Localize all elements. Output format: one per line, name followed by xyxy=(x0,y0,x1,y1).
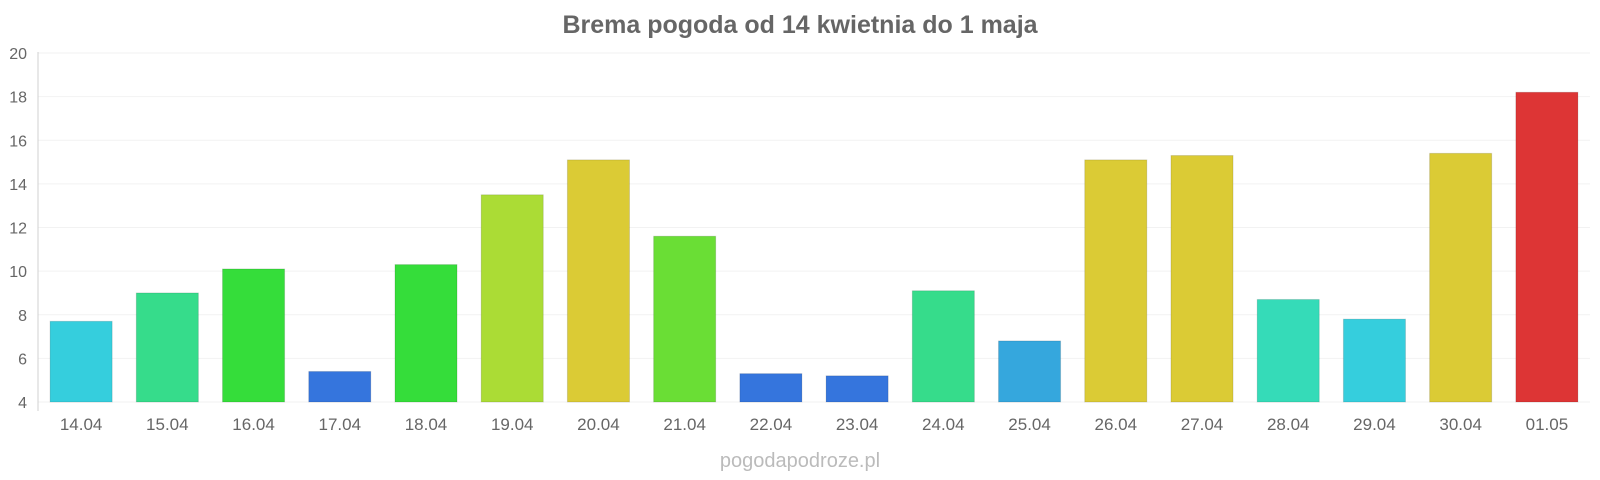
x-tick-label: 29.04 xyxy=(1353,415,1396,434)
y-tick-label: 10 xyxy=(9,264,27,281)
x-tick-label: 21.04 xyxy=(663,415,706,434)
x-tick-label: 24.04 xyxy=(922,415,965,434)
x-tick-label: 20.04 xyxy=(577,415,620,434)
y-tick-label: 18 xyxy=(9,90,27,107)
y-tick-label: 8 xyxy=(18,308,27,325)
bar xyxy=(1515,91,1579,403)
x-tick-label: 14.04 xyxy=(60,415,103,434)
x-tick-label: 25.04 xyxy=(1008,415,1051,434)
bar xyxy=(998,340,1062,403)
y-tick-label: 20 xyxy=(9,46,27,63)
bar xyxy=(739,373,803,403)
x-tick-label: 27.04 xyxy=(1181,415,1224,434)
bar xyxy=(394,264,458,403)
bar xyxy=(49,320,113,403)
bar xyxy=(135,292,199,403)
x-tick-label: 26.04 xyxy=(1095,415,1138,434)
y-tick-label: 4 xyxy=(18,395,27,412)
bar xyxy=(566,159,630,403)
grid-lines xyxy=(38,52,1590,403)
y-tick-label: 14 xyxy=(9,177,27,194)
bars xyxy=(49,91,1579,403)
bar xyxy=(825,375,889,403)
bar xyxy=(1170,155,1234,403)
bar xyxy=(1084,159,1148,403)
y-tick-label: 6 xyxy=(18,351,27,368)
x-tick-label: 18.04 xyxy=(405,415,448,434)
bar xyxy=(1342,318,1406,403)
bar xyxy=(911,290,975,403)
x-tick-label: 19.04 xyxy=(491,415,534,434)
watermark-text: pogodapodroze.pl xyxy=(720,450,880,472)
x-tick-label: 15.04 xyxy=(146,415,189,434)
bar xyxy=(653,235,717,403)
y-axis-ticks: 4 6 8 10 12 14 16 18 20 xyxy=(9,46,27,412)
chart-title: Brema pogoda od 14 kwietnia do 1 maja xyxy=(562,11,1038,39)
x-tick-label: 17.04 xyxy=(319,415,362,434)
x-tick-label: 23.04 xyxy=(836,415,879,434)
x-tick-label: 30.04 xyxy=(1439,415,1482,434)
y-tick-label: 16 xyxy=(9,133,27,150)
bar xyxy=(222,268,286,403)
x-tick-label: 01.05 xyxy=(1526,415,1569,434)
x-tick-label: 22.04 xyxy=(750,415,793,434)
x-tick-label: 28.04 xyxy=(1267,415,1310,434)
bar xyxy=(1256,298,1320,403)
bar xyxy=(308,370,372,403)
y-tick-label: 12 xyxy=(9,221,27,238)
bar xyxy=(1429,152,1493,403)
x-axis-ticks: 14.04 15.04 16.04 17.04 18.04 19.04 20.04 21.04… xyxy=(60,415,1568,434)
x-tick-label: 16.04 xyxy=(232,415,275,434)
bar xyxy=(480,194,544,403)
